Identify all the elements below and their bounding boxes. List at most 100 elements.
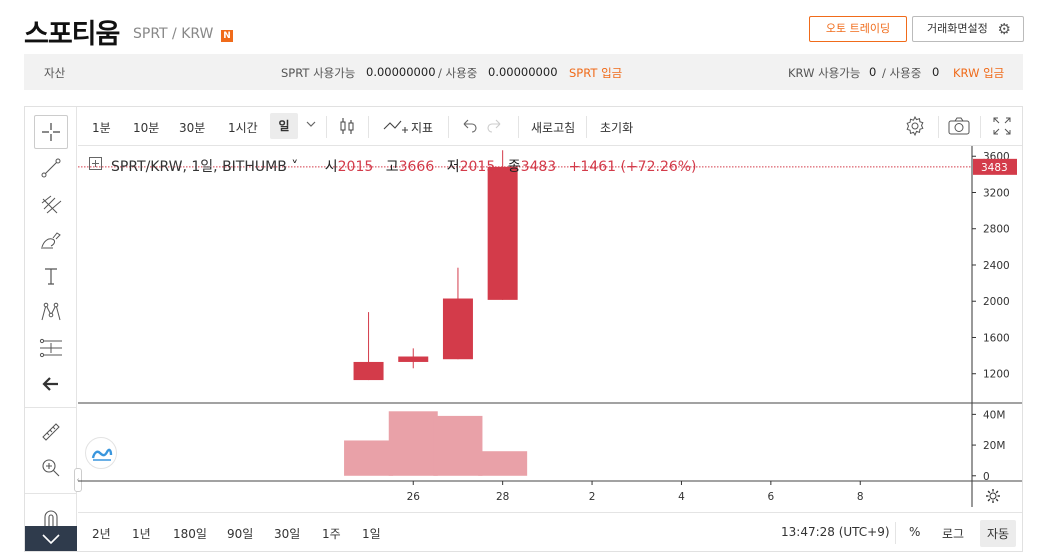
krw-available-label: KRW 사용가능 (788, 66, 861, 80)
axis-settings-gear-hub (989, 492, 997, 500)
axis-settings-gear-tooth (987, 490, 991, 494)
auto-scale-toggle[interactable]: 자동 (980, 520, 1017, 547)
range-2y[interactable]: 2년 (92, 527, 111, 541)
volume-tick-label: 0 (983, 471, 990, 483)
chart-legend: SPRT/KRW, 1일, BITHUMB ˅ 시2015 고3666 저201… (89, 156, 697, 176)
sprt-available-value: 0.00000000 (366, 65, 436, 79)
candle-type-icon[interactable] (338, 115, 356, 140)
brush-icon[interactable] (34, 223, 68, 257)
page-header: 스포티움 SPRT / KRW N 오토 트레이딩 거래화면설정 ⚙ (0, 0, 1038, 52)
asset-bar: 자산 SPRT 사용가능 0.00000000 / 사용중 0.00000000… (24, 54, 1023, 90)
axis-settings-icon[interactable] (986, 489, 1000, 503)
legend-change: +1461 (+72.26%) (568, 159, 697, 175)
toolbar-collapse-handle[interactable]: ‹ (74, 468, 82, 492)
sprt-in-use-label: / 사용중 (438, 66, 478, 80)
time-tick-label: 4 (678, 491, 685, 503)
sprt-deposit-link[interactable]: SPRT 입금 (569, 66, 623, 80)
krw-in-use-label: / 사용중 (882, 66, 922, 80)
coin-pair: SPRT / KRW (133, 26, 214, 42)
interval-1h[interactable]: 1시간 (228, 121, 258, 135)
candle-body (487, 166, 518, 300)
pattern-tool-icon[interactable] (34, 295, 68, 329)
sprt-available-label: SPRT 사용가능 (281, 66, 356, 80)
ruler-icon[interactable] (34, 415, 68, 449)
range-1d[interactable]: 1일 (362, 527, 381, 541)
volume-tick-label: 20M (983, 440, 1005, 452)
expand-legend-icon[interactable] (89, 157, 102, 170)
range-1w[interactable]: 1주 (322, 527, 341, 541)
interval-10m[interactable]: 10분 (133, 121, 160, 135)
range-30d[interactable]: 30일 (274, 527, 301, 541)
settings-gear-icon[interactable] (904, 115, 926, 140)
coin-name: 스포티움 (24, 19, 120, 50)
krw-available-value: 0 (869, 65, 877, 79)
price-tick-label: 2800 (983, 224, 1010, 236)
range-90d[interactable]: 90일 (227, 527, 254, 541)
reset-button[interactable]: 초기화 (600, 121, 634, 135)
text-tool-icon[interactable] (34, 259, 68, 293)
volume-bar (478, 451, 528, 476)
drawing-toolbar (25, 107, 77, 551)
chart-frame (24, 106, 1023, 552)
last-price-tag (973, 158, 1017, 175)
time-tick-label: 2 (589, 491, 596, 503)
legend-high: 3666 (398, 159, 435, 175)
volume-tick-label: 40M (983, 409, 1005, 421)
clock-time[interactable]: 13:47:28 (UTC+9) (781, 525, 890, 539)
refresh-button[interactable]: 새로고침 (531, 121, 576, 135)
back-arrow-icon[interactable] (34, 367, 68, 401)
interval-1m[interactable]: 1분 (92, 121, 111, 135)
range-1y[interactable]: 1년 (132, 527, 151, 541)
screen-setting-button[interactable]: 거래화면설정 ⚙ (912, 16, 1024, 42)
redo-icon[interactable] (486, 115, 504, 140)
price-tick-label: 3200 (983, 187, 1010, 199)
camera-icon[interactable] (947, 115, 971, 140)
interval-30m[interactable]: 30분 (179, 121, 206, 135)
legend-low-label: 저 (446, 159, 460, 175)
price-tick-label: 2400 (983, 260, 1010, 272)
candle-body (398, 356, 429, 362)
asset-label: 자산 (44, 66, 66, 80)
log-toggle[interactable]: 로그 (942, 527, 965, 541)
legend-chevron-icon[interactable]: ˅ (286, 159, 299, 175)
indicator-label[interactable]: 지표 (411, 121, 434, 135)
volume-bar (433, 415, 483, 476)
sprt-in-use-value: 0.00000000 (488, 65, 558, 79)
candle-body (442, 298, 473, 360)
trend-line-icon[interactable] (34, 151, 68, 185)
crosshair-icon[interactable] (34, 115, 68, 149)
legend-symbol[interactable]: SPRT/KRW, 1일, BITHUMB (111, 159, 287, 175)
krw-deposit-link[interactable]: KRW 입금 (953, 66, 1005, 80)
volume-bar (388, 411, 438, 476)
price-tick-label: 1600 (983, 332, 1010, 344)
legend-open: 2015 (337, 159, 374, 175)
auto-trading-button[interactable]: 오토 트레이딩 (809, 16, 907, 42)
percent-toggle[interactable]: % (909, 525, 921, 539)
screen-setting-label: 거래화면설정 (927, 22, 988, 35)
gear-icon: ⚙ (997, 20, 1011, 38)
axis-settings-gear-tooth (995, 490, 999, 494)
price-tick-label: 2000 (983, 296, 1010, 308)
new-badge: N (221, 30, 233, 42)
zoom-in-icon[interactable] (34, 451, 68, 485)
time-tick-label: 26 (407, 491, 421, 503)
time-tick-label: 6 (768, 491, 775, 503)
expand-toolbar-button[interactable] (25, 526, 77, 551)
indicator-icon[interactable] (382, 115, 408, 140)
interval-day[interactable]: 일 (270, 113, 298, 139)
axis-settings-gear-tooth (995, 498, 999, 502)
fib-tool-icon[interactable] (34, 187, 68, 221)
legend-close-label: 종 (507, 159, 521, 175)
magnet-icon[interactable] (34, 501, 68, 535)
price-tick-label: 1200 (983, 369, 1010, 381)
tradingview-logo-icon[interactable] (85, 437, 117, 469)
range-180d[interactable]: 180일 (173, 527, 207, 541)
interval-dropdown-chevron-icon[interactable] (306, 117, 316, 134)
chart-toolbar: 1분 10분 30분 1시간 일 지표 새로고침 초기화 (78, 107, 1022, 146)
measure-lines-icon[interactable] (34, 331, 68, 365)
fullscreen-icon[interactable] (991, 115, 1013, 140)
chevron-down-icon (42, 533, 60, 544)
candle-body (353, 361, 384, 381)
undo-icon[interactable] (460, 115, 478, 140)
